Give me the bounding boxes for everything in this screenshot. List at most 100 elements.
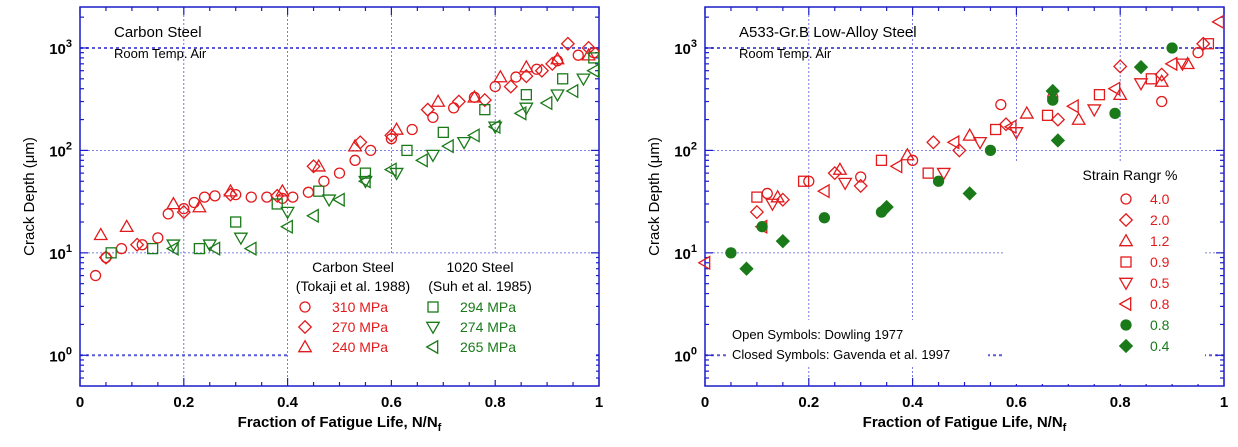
x-axis-label: Fraction of Fatigue Life, N/Nf — [863, 414, 1067, 434]
chart-carbon-steel: 0 0.2 0.4 0.6 0.8 1 100 101 102 103 Fraction of Fa… — [21, 6, 603, 434]
legend-marker — [297, 319, 313, 335]
chart-subtitle: Room Temp. Air — [114, 46, 207, 61]
data-point — [984, 144, 997, 157]
data-point — [467, 89, 482, 103]
data-point — [448, 102, 460, 114]
data-point — [358, 175, 373, 189]
data-point — [93, 227, 109, 241]
data-point — [166, 196, 181, 210]
data-point — [513, 105, 527, 121]
legend-marker — [427, 301, 439, 313]
data-point — [318, 175, 330, 187]
series-7 — [739, 59, 1149, 276]
legend-label: 0.8 — [1150, 296, 1170, 312]
legend-marker — [1120, 319, 1132, 331]
data-point — [313, 185, 325, 197]
data-point — [364, 144, 377, 157]
data-point — [816, 183, 830, 199]
legend-marker — [1118, 338, 1134, 354]
data-point — [230, 188, 242, 201]
data-point — [243, 241, 257, 256]
data-point — [572, 49, 584, 61]
x-tick-label: 0.8 — [1110, 394, 1131, 411]
series-0 — [89, 47, 600, 282]
data-point — [477, 92, 492, 108]
series-1 — [749, 36, 1211, 220]
legend-marker — [1118, 277, 1134, 291]
legend-label: 294 MPa — [460, 299, 516, 315]
data-point — [245, 191, 257, 203]
legend: Carbon Steel (Tokaji et al. 1988) 1020 Ste… — [296, 259, 532, 355]
data-point — [510, 71, 522, 83]
data-point — [962, 127, 978, 141]
data-point — [1180, 56, 1196, 70]
data-point — [487, 121, 503, 135]
data-point — [493, 69, 508, 83]
data-point — [560, 36, 576, 51]
data-point — [223, 183, 238, 197]
data-point — [926, 135, 941, 150]
legend-marker — [1118, 233, 1134, 247]
data-point — [1093, 89, 1106, 101]
series-3 — [751, 38, 1215, 203]
legend-label: 270 MPa — [332, 319, 388, 335]
series-3 — [105, 52, 600, 259]
note-text: Closed Symbols: Gavenda et al. 1997 — [732, 347, 950, 362]
data-point — [946, 134, 960, 150]
data-point — [357, 173, 371, 189]
legend-label: 4.0 — [1150, 191, 1170, 207]
chart-title: A533-Gr.B Low-Alloy Steel — [739, 24, 917, 41]
y-tick-label: 102 — [49, 140, 72, 160]
y-tick-label: 102 — [674, 140, 697, 160]
data-point — [437, 126, 449, 139]
data-point — [331, 192, 345, 208]
data-point — [545, 56, 560, 72]
data-point — [1071, 112, 1087, 125]
data-point — [797, 175, 810, 187]
data-point — [456, 136, 472, 150]
series-5 — [697, 14, 1225, 271]
y-tick-label: 103 — [49, 38, 72, 58]
data-point — [576, 73, 591, 87]
legend-label: 0.5 — [1150, 275, 1170, 291]
data-point — [1041, 109, 1054, 121]
data-point — [539, 95, 553, 111]
legend-group-header: (Suh et al. 1985) — [428, 278, 532, 294]
data-point — [837, 177, 853, 191]
legend-marker — [1118, 296, 1132, 312]
data-point — [440, 138, 454, 154]
legend-marker — [425, 339, 439, 355]
data-point — [534, 63, 550, 78]
data-point — [922, 167, 934, 179]
legend-marker — [299, 301, 311, 313]
data-point — [349, 154, 361, 166]
y-tick-label: 100 — [49, 345, 72, 365]
data-point — [230, 216, 242, 228]
chart-title: Carbon Steel — [114, 24, 202, 41]
series-4 — [166, 73, 591, 253]
data-point — [1196, 36, 1211, 51]
notes-background — [728, 320, 988, 366]
data-point — [1065, 98, 1079, 114]
data-point — [518, 59, 534, 73]
data-point — [280, 219, 293, 235]
data-point — [900, 147, 915, 161]
data-point — [280, 206, 295, 220]
data-point — [697, 255, 711, 271]
data-point — [333, 167, 346, 179]
data-point — [152, 232, 164, 244]
data-point — [198, 191, 211, 203]
y-tick-label: 100 — [674, 345, 697, 365]
data-point — [430, 93, 446, 107]
data-point — [383, 162, 397, 177]
data-point — [520, 89, 532, 101]
data-point — [188, 196, 200, 209]
x-tick-label: 0 — [76, 394, 84, 411]
data-point — [827, 165, 842, 181]
data-point — [166, 239, 181, 253]
data-point — [191, 199, 207, 213]
y-axis-label: Crack Depth (μm) — [21, 137, 38, 256]
data-point — [998, 117, 1014, 132]
data-point — [936, 167, 952, 181]
data-point — [311, 158, 327, 172]
